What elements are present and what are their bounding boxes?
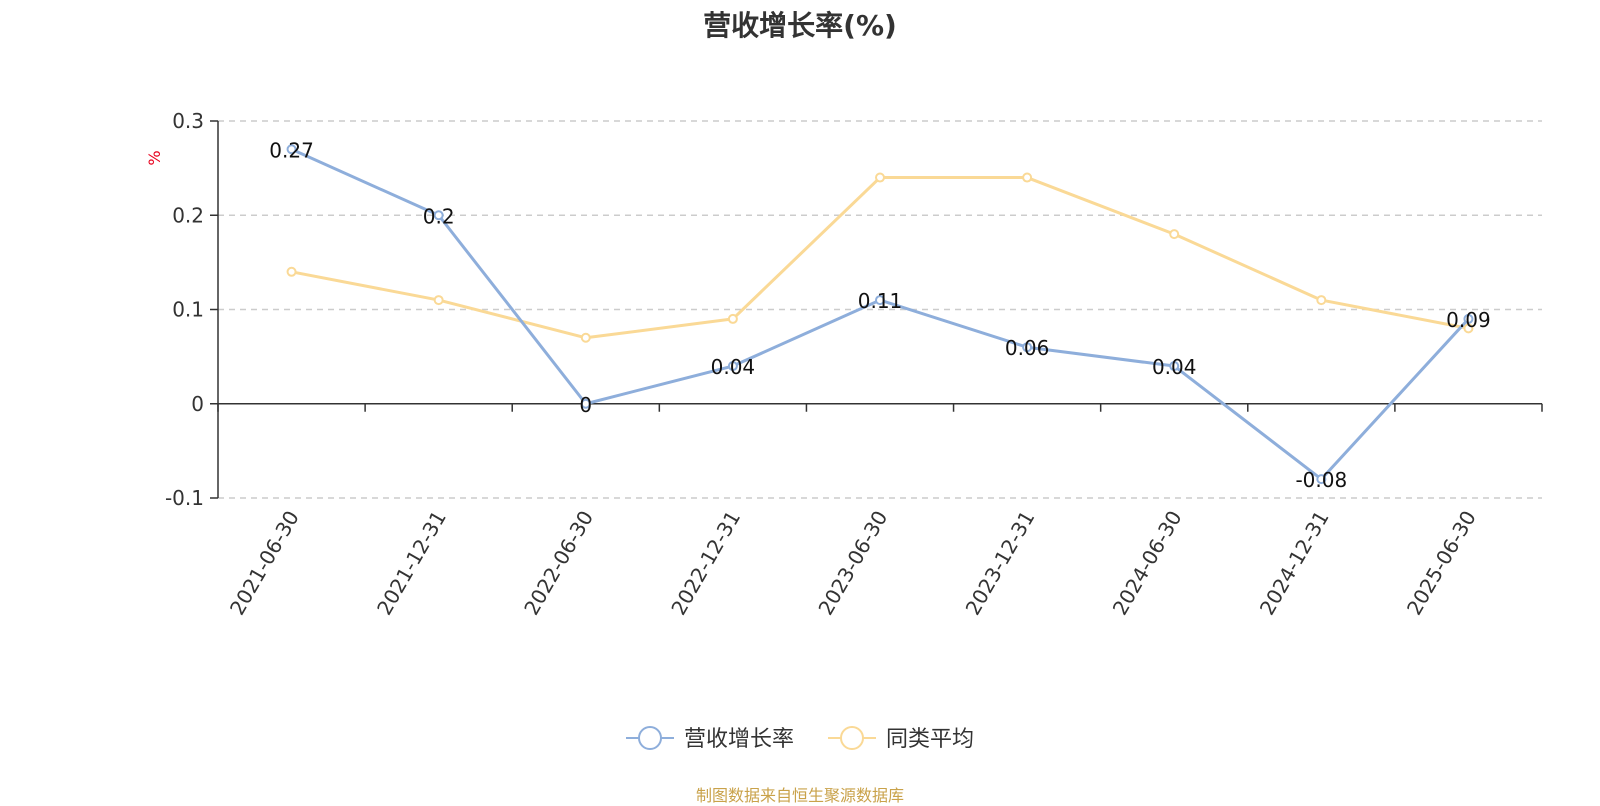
data-label: 0.04 — [1152, 355, 1197, 379]
data-labels: 0.27 0.2 0 0.04 0.11 0.06 0.04 -0.08 0.09 — [269, 138, 1490, 492]
series-revenue-growth — [286, 144, 1474, 485]
data-point — [1463, 323, 1474, 334]
series-peer-average — [286, 172, 1474, 343]
legend-label: 同类平均 — [886, 727, 974, 752]
x-tick-label: 2023-12-31 — [961, 507, 1040, 620]
y-tick-label: 0.2 — [172, 203, 204, 227]
y-tick-label: 0.3 — [172, 109, 204, 133]
legend-marker — [638, 726, 662, 750]
x-tick-label: 2025-06-30 — [1402, 507, 1481, 620]
data-label: 0.2 — [423, 204, 455, 228]
x-tick-label: 2024-12-31 — [1255, 507, 1334, 620]
data-point — [433, 295, 444, 306]
data-point — [727, 313, 738, 324]
data-label: 0.06 — [1005, 336, 1050, 360]
data-point — [286, 144, 297, 155]
data-label: 0.04 — [711, 355, 756, 379]
data-point — [1316, 295, 1327, 306]
series-line — [290, 147, 1470, 481]
legend-item-peer-average: 同类平均 — [828, 726, 974, 752]
y-tick-label: 0.1 — [172, 298, 204, 322]
data-point — [433, 210, 444, 221]
data-label: 0 — [579, 393, 592, 417]
data-label: 0.27 — [269, 138, 314, 162]
data-label: 0.09 — [1446, 308, 1491, 332]
data-point — [1022, 342, 1033, 353]
y-tick-label: -0.1 — [165, 486, 204, 510]
data-label: 0.11 — [858, 289, 903, 313]
data-label: -0.08 — [1295, 468, 1347, 492]
data-point — [875, 295, 885, 306]
data-point — [1169, 229, 1180, 240]
x-tick-label: 2021-06-30 — [225, 507, 304, 620]
x-tick-label: 2024-06-30 — [1108, 507, 1187, 620]
data-point — [875, 172, 885, 183]
series-line — [291, 176, 1469, 340]
x-tick-label: 2022-12-31 — [666, 507, 745, 620]
data-point — [286, 266, 297, 277]
legend: 营收增长率 同类平均 — [626, 726, 974, 752]
legend-label: 营收增长率 — [684, 727, 794, 752]
x-tick-label: 2021-12-31 — [372, 506, 451, 619]
chart-title: 营收增长率(%) — [703, 9, 897, 42]
data-point — [580, 332, 591, 343]
source-note: 制图数据来自恒生聚源数据库 — [695, 786, 904, 805]
data-point — [727, 361, 738, 372]
data-point — [1169, 361, 1180, 372]
data-point — [1316, 474, 1327, 485]
y-tick-label: 0 — [191, 392, 204, 416]
x-tick-label: 2023-06-30 — [813, 507, 892, 620]
data-point — [1022, 172, 1033, 183]
y-axis-unit-label: % — [145, 150, 164, 165]
series — [286, 144, 1474, 485]
x-tick-label: 2022-06-30 — [519, 507, 598, 620]
data-point — [1463, 313, 1474, 324]
legend-marker — [840, 726, 864, 750]
legend-item-revenue-growth: 营收增长率 — [626, 726, 794, 752]
data-point — [580, 398, 591, 409]
